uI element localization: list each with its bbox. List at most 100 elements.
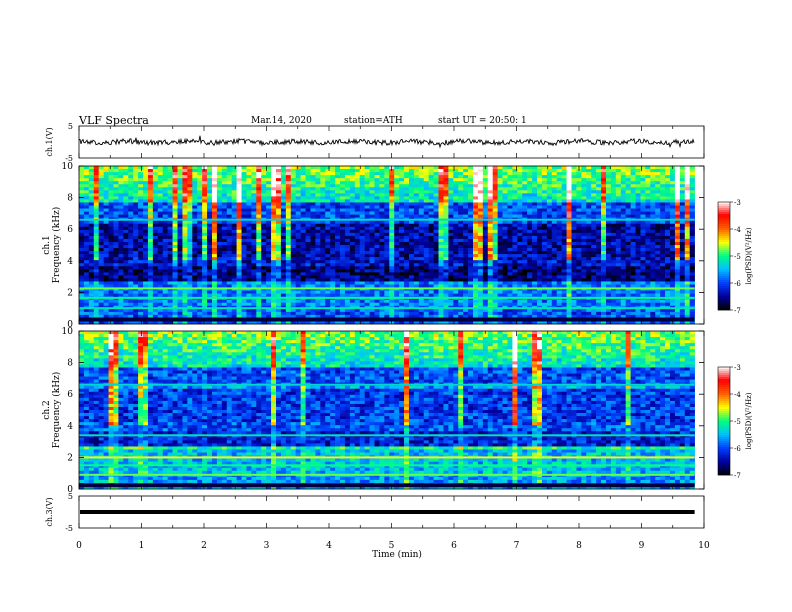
spectrogram-cell [522,214,528,218]
spectrogram-cell [645,254,651,258]
spectrogram-cell [438,214,444,218]
spectrogram-cell [566,202,572,206]
spectrogram-cell [655,187,661,191]
spectrogram-cell [300,254,306,258]
spectrogram-cell [601,181,607,185]
spectrogram-cell [280,238,287,243]
spectrogram-cell [650,232,656,237]
spectrogram-cell [670,196,676,200]
spectrogram-cell [271,226,277,231]
spectrogram-cell [202,251,208,255]
spectrogram-cell [404,208,410,212]
spectrogram-cell [197,184,203,188]
spectrogram-cell [448,251,454,255]
spectrogram-cell [290,184,296,188]
spectrogram-cell [655,275,661,279]
spectrogram-cell [556,199,562,203]
spectrogram-cell [561,284,567,288]
spectrogram-cell [162,251,168,255]
spectrogram-cell [591,223,597,228]
spectrogram-cell [123,196,129,200]
spectrogram-cell [522,235,528,240]
spectrogram-cell [404,178,410,182]
spectrogram-cell [512,229,518,234]
spectrogram-cell [443,226,449,231]
spectrogram-cell [443,193,449,197]
spectrogram-cell [586,205,592,209]
spectrogram-cell [221,184,228,188]
spectrogram-cell [635,232,641,237]
spectrogram-cell [344,257,351,261]
spectrogram-cell [463,166,469,170]
spectrogram-cell [349,278,356,282]
spectrogram-cell [601,251,607,255]
spectrogram-cell [162,235,168,240]
spectrogram-cell [83,223,90,228]
spectrogram-cell [438,187,444,191]
spectrogram-cell [477,211,484,215]
spectrogram-cell [379,184,385,188]
spectrogram-cell [379,235,385,240]
spectrogram-cell [315,257,321,261]
spectrogram-cell [340,275,346,279]
spectrogram-cell [359,263,365,267]
spectrogram-cell [408,193,415,197]
spectrogram-cell [605,181,612,185]
spectrogram-cell [246,269,252,273]
spectrogram-cell [182,205,188,209]
spectrogram-cell [527,208,533,212]
spectrogram-cell [541,278,548,282]
spectrogram-cell [679,229,686,234]
spectrogram-cell [133,232,139,237]
spectrogram-cell [207,275,213,279]
spectrogram-cell [551,199,558,203]
spectrogram-cell [468,241,474,246]
spectrogram-cell [285,257,292,261]
spectrogram-cell [197,272,203,276]
spectrogram-cell [404,214,410,218]
spectrogram-cell [93,245,99,249]
spectrogram-cell [197,208,203,212]
spectrogram-cell [512,278,518,282]
spectrogram-cell [123,275,129,279]
spectrogram-cell [300,178,306,182]
spectrogram-cell [93,254,99,258]
spectrogram-cell [192,272,198,276]
spectrogram-cell [463,229,469,234]
spectrogram-cell [423,178,429,182]
spectrogram-cell [187,278,193,282]
spectrogram-cell [192,232,198,237]
spectrogram-cell [665,199,671,203]
spectrogram-cell [226,205,232,209]
spectrogram-cell [315,175,321,179]
spectrogram-cell [482,269,489,273]
spectrogram-cell [620,211,626,215]
spectrogram-cell [517,169,523,173]
spectrogram-cell [635,272,641,276]
spectrogram-cell [241,205,247,209]
spectrogram-cell [423,226,429,231]
spectrogram-cell [143,199,149,203]
spectrogram-cell [408,175,415,179]
spectrogram-cell [231,220,237,225]
spectrogram-cell [389,241,395,246]
spectrogram-cell [635,229,641,234]
spectrogram-cell [167,166,173,170]
spectrogram-cell [591,211,597,215]
spectrogram-cell [207,251,213,255]
spectrogram-cell [384,178,390,182]
spectrogram-cell [384,269,390,273]
spectrogram-cell [216,181,223,185]
spectrogram-cell [473,275,479,279]
spectrogram-cell [364,205,370,209]
spectrogram-cell [300,208,306,212]
spectrogram-cell [448,196,454,200]
spectrogram-cell [645,275,651,279]
spectrogram-cell [468,260,474,264]
spectrogram-cell [551,254,558,258]
spectrogram-cell [660,172,666,176]
spectrogram-cell [118,284,124,288]
spectrogram-cell [335,272,341,276]
spectrogram-cell [650,275,656,279]
spectrogram-cell [192,190,198,194]
